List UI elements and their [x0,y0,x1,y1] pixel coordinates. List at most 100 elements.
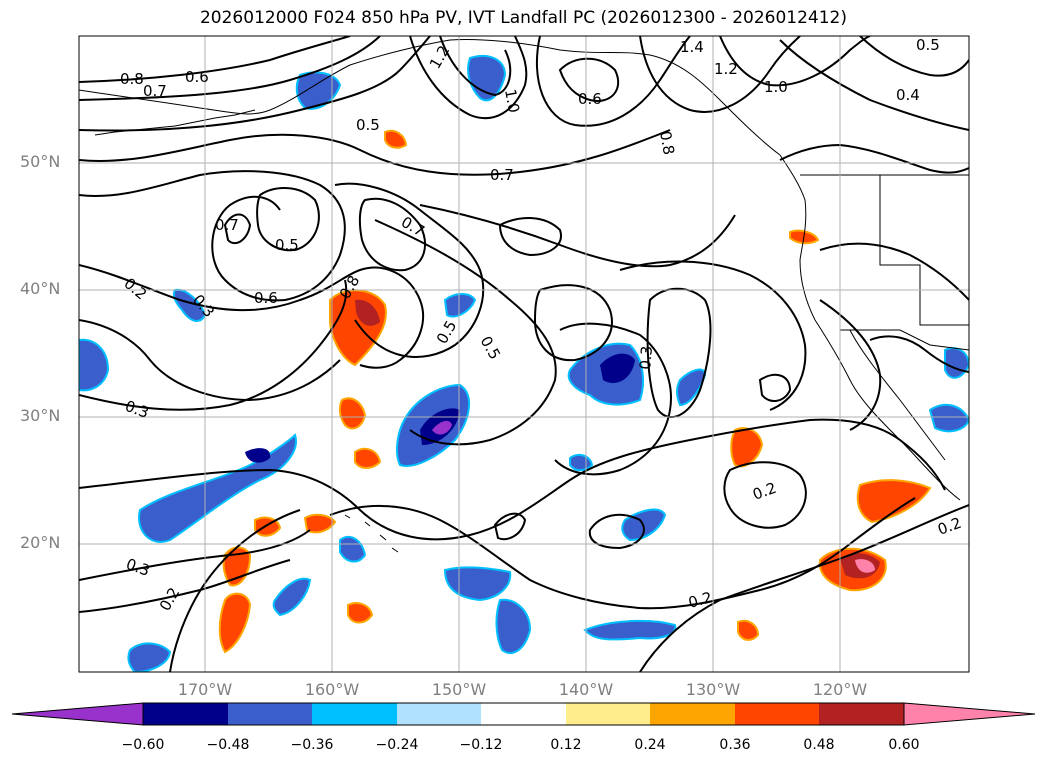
contour-line [409,36,528,120]
neg-blob-core [245,448,271,463]
contour-line [639,36,801,113]
contour-line [79,319,341,402]
contour-label: 0.7 [490,166,514,184]
contour-label: 1.2 [714,60,738,78]
contour-line [498,217,562,257]
contour-label: 0.3 [123,397,152,422]
contour-line [554,322,672,476]
gridlines [79,36,969,672]
contour-line [419,204,736,268]
colorbar-segment [650,703,735,725]
contour-label: 0.2 [686,588,714,612]
contour-label: 0.2 [156,584,184,614]
contour-line [79,170,346,302]
contour-label: 0.5 [433,317,461,347]
pos-blob [730,427,764,468]
neg-blob [467,55,507,102]
plot-frame [78,35,970,673]
contour-label: 0.7 [143,82,167,100]
pos-blob [218,592,252,654]
lat-label: 30°N [20,406,61,425]
contour-line [639,504,969,672]
positive-shading [218,129,932,654]
pos-blob [384,129,408,149]
contour-label: 0.7 [215,216,239,234]
map-title: 2026012000 F024 850 hPa PV, IVT Landfall… [199,8,847,28]
contour-line [819,242,969,301]
contour-line [79,36,351,83]
colorbar-tick-label: −0.48 [206,737,250,753]
contour-line [779,143,969,174]
contour-label: 1.0 [501,88,523,115]
aleutians [94,109,256,136]
pos-blob [303,513,337,534]
neg-blob-core [432,420,452,435]
contour-line [169,509,301,672]
alaska-coast [79,38,781,156]
neg-blob [443,293,477,318]
contour-label: 0.8 [656,130,678,157]
contour-line [869,335,969,373]
pv-contours [79,36,969,672]
colorbar-segment [143,703,228,725]
neg-blob [443,566,512,602]
neg-blob [127,642,172,672]
contour-label: 0.3 [124,555,153,580]
contour-line [533,284,613,362]
neg-blob [944,347,969,379]
neg-blob [79,338,110,392]
contour-line [374,219,557,446]
pos-blob [737,619,760,641]
contour-line [79,36,431,132]
contour-label: 0.4 [896,86,920,104]
colorbar-extend-max [903,702,1036,726]
contour-line [79,418,946,541]
colorbar-tick-label: 0.36 [719,737,751,753]
contour-line [79,279,348,411]
neg-blob-core [600,353,635,384]
contour-line [79,559,291,613]
pos-blob [338,397,367,430]
colorbar [11,702,1036,726]
pos-blob [354,447,382,469]
colorbar-tick-label: 0.12 [550,737,582,753]
colorbar-tick-label: 0.60 [888,737,920,753]
baja [849,329,946,461]
contour-line [719,36,871,87]
contour-line [358,197,426,272]
us-border [879,175,969,326]
neg-blob [339,535,367,563]
colorbar-extend-min [11,702,144,726]
lon-label: 160°W [304,680,360,699]
lat-label: 20°N [20,533,61,552]
contour-line [646,287,712,419]
neg-blob [272,577,312,617]
contour-label: 0.5 [275,236,299,254]
colorbar-segment [819,703,904,725]
contour-line [334,182,485,358]
colorbar-segment [228,703,312,725]
lon-label: 120°W [812,680,868,699]
pos-blob-core [855,559,875,573]
contour-line [859,36,969,77]
contour-label: 0.6 [578,90,602,108]
contour-label: 1.4 [680,38,704,56]
colorbar-outline [142,702,905,726]
contour-line [779,39,969,131]
neg-blob [295,71,342,110]
map-plot-area: 0.8 0.7 0.6 1.2 1.0 0.6 1.4 1.2 1.0 0.5 … [79,36,969,672]
pos-blob-core [355,299,380,326]
contour-line [439,36,512,97]
contour-line [535,36,691,127]
contour-line [79,529,311,581]
colorbar-segment [312,703,397,725]
colorbar-tick-label: −0.24 [375,737,419,753]
negative-shading [79,55,969,672]
contour-labels: 0.8 0.7 0.6 1.2 1.0 0.6 1.4 1.2 1.0 0.5 … [120,36,964,614]
contour-line [223,213,252,245]
contour-label: 0.5 [477,333,505,363]
colorbar-tick-label: −0.36 [290,737,334,753]
contour-label: 0.5 [916,36,940,54]
colorbar-tick-label: −0.60 [121,737,165,753]
coastlines [79,38,969,553]
